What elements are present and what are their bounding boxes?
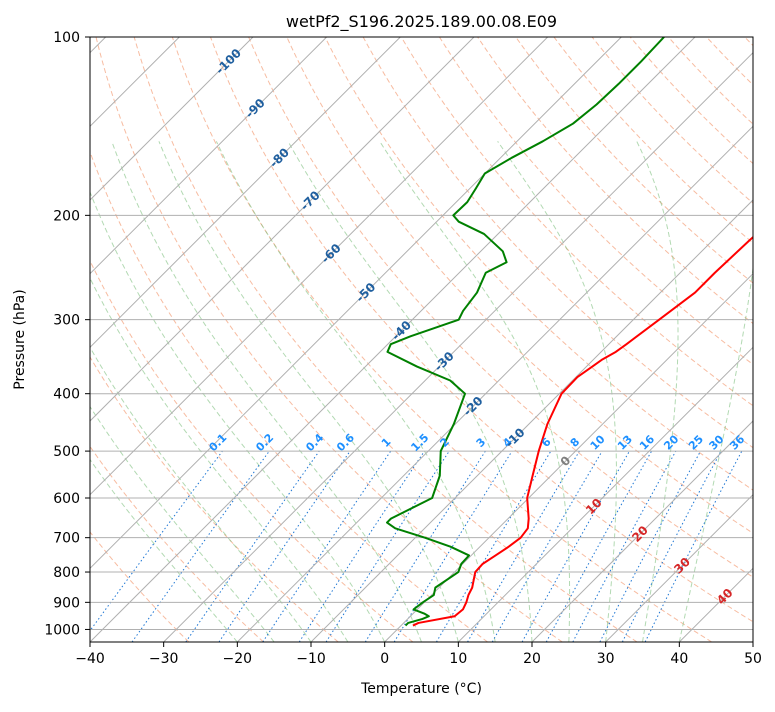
dry-adiabat-line: [58, 37, 488, 642]
x-tick-label: −20: [223, 651, 253, 667]
mixing-ratio-line: [600, 451, 701, 642]
dry-adiabat-line: [516, 37, 775, 642]
isotherm-grid-line: [679, 37, 775, 642]
y-tick-label: 200: [53, 208, 80, 224]
dry-adiabat-line: [592, 37, 775, 642]
isotherm-grid-line: [458, 37, 775, 642]
isotherm-grid-line: [90, 37, 695, 642]
x-tick-label: 50: [744, 651, 762, 667]
y-tick-label: 800: [53, 565, 80, 581]
plot-frame: [90, 37, 753, 642]
mixing-ratio-label: 16: [637, 432, 657, 452]
mixing-ratio-line: [263, 451, 391, 642]
x-tick-label: 20: [523, 651, 541, 667]
isotherm-grid-line: [311, 37, 775, 642]
dry-adiabat-line: [0, 37, 264, 642]
dry-adiabat-line: [0, 37, 189, 642]
dry-adiabat-line: [668, 37, 775, 642]
y-tick-label: 600: [53, 491, 80, 507]
y-tick-label: 700: [53, 531, 80, 547]
mixing-ratio-line: [622, 451, 721, 642]
chart-title: wetPf2_S196.2025.189.00.08.E09: [286, 12, 557, 32]
x-axis-label: Temperature (°C): [360, 681, 482, 697]
x-tick-label: −30: [149, 651, 179, 667]
x-tick-label: 0: [380, 651, 389, 667]
mixing-ratio-line: [82, 451, 223, 642]
x-tick-label: 10: [449, 651, 467, 667]
mixing-ratio-line: [326, 451, 449, 642]
mixing-ratio-label: 25: [686, 433, 706, 453]
mixing-ratio-line: [468, 451, 580, 642]
dry-adiabat-line: [707, 37, 775, 642]
y-tick-label: 300: [53, 313, 80, 329]
y-tick-label: 400: [53, 387, 80, 403]
mixing-ratio-line: [436, 451, 550, 642]
mixing-ratio-line: [219, 451, 350, 642]
isotherm-grid-line: [237, 37, 775, 642]
x-tick-label: −10: [296, 651, 326, 667]
mixing-ratio-line: [299, 451, 424, 642]
y-tick-label: 100: [53, 30, 80, 46]
dry-adiabat-line: [0, 37, 338, 642]
mixing-ratio-label: 2: [437, 435, 452, 450]
x-tick-label: −40: [75, 651, 105, 667]
isotherm-grid-line: [0, 37, 253, 642]
dry-adiabat-line: [745, 37, 775, 642]
isotherm-grid-line: [16, 37, 621, 642]
mixing-ratio-label: 36: [727, 432, 747, 452]
x-tick-label: 30: [597, 651, 615, 667]
y-tick-label: 500: [53, 444, 80, 460]
moist-adiabat-line: [380, 141, 570, 642]
y-tick-label: 900: [53, 595, 80, 611]
y-tick-label: 1000: [44, 622, 80, 638]
isotherm-grid-line: [0, 37, 400, 642]
y-axis-label: Pressure (hPa): [12, 289, 28, 389]
isotherm-grid-line: [0, 37, 327, 642]
moist-adiabat-line: [679, 141, 760, 642]
mixing-ratio-line: [573, 451, 676, 642]
isotherm-grid-line: [753, 37, 775, 642]
dry-adiabat-line: [134, 37, 637, 642]
mixing-ratio-label: 6: [539, 435, 554, 450]
mixing-ratio-label: 8: [568, 435, 583, 450]
mixing-ratio-label: 3: [474, 435, 489, 450]
isotherm-grid-line: [385, 37, 775, 642]
dry-adiabat-line: [20, 37, 413, 642]
x-tick-label: 40: [670, 651, 688, 667]
dry-adiabat-line: [172, 37, 711, 642]
